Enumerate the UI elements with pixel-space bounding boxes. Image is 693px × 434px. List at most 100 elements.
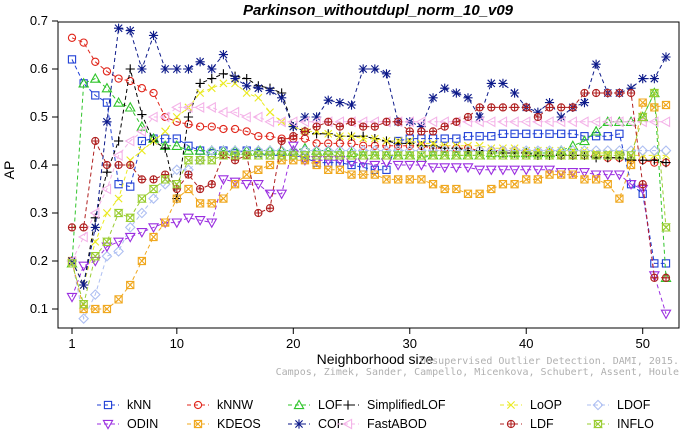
data-point (404, 151, 415, 160)
data-point (112, 149, 123, 161)
data-point (79, 38, 88, 47)
data-point (194, 216, 206, 226)
data-point (452, 184, 461, 194)
data-point (67, 33, 77, 42)
data-point (113, 208, 124, 218)
data-point (171, 140, 183, 150)
data-point (312, 122, 321, 131)
data-point (300, 151, 310, 160)
data-point (567, 140, 579, 150)
data-point (137, 256, 147, 266)
data-point (427, 116, 438, 128)
data-point (342, 418, 353, 430)
data-point (486, 151, 497, 160)
data-point (91, 304, 100, 314)
data-point (90, 222, 100, 232)
data-point (637, 112, 648, 122)
data-point (230, 151, 240, 160)
data-point (347, 132, 356, 141)
data-point (440, 184, 449, 194)
data-point (252, 180, 264, 190)
data-point (289, 132, 298, 141)
data-point (451, 151, 462, 160)
data-point (160, 175, 171, 184)
data-point (293, 399, 305, 410)
data-point (101, 82, 113, 93)
data-point (591, 151, 602, 160)
data-point (159, 111, 170, 123)
data-point (555, 116, 566, 128)
data-point (242, 89, 251, 97)
data-point (207, 64, 217, 74)
data-point (661, 158, 671, 168)
series-line (71, 68, 667, 287)
data-point (439, 151, 450, 160)
data-point (218, 69, 229, 79)
data-point (275, 116, 286, 128)
data-point (498, 129, 508, 138)
data-point (182, 144, 195, 155)
data-point (102, 98, 112, 107)
data-point (578, 116, 589, 128)
data-point (195, 156, 206, 165)
data-point (543, 116, 554, 128)
data-point (545, 170, 554, 179)
data-point (194, 101, 205, 113)
data-point (451, 88, 461, 98)
data-point (557, 129, 566, 138)
data-point (124, 222, 136, 233)
legend-item-simplifiedlof: SimplifiedLOF (337, 398, 446, 412)
data-point (648, 145, 660, 156)
data-point (195, 78, 205, 88)
data-point (287, 116, 298, 128)
data-point (603, 88, 612, 98)
data-point (462, 163, 474, 174)
legend-label: LDF (530, 417, 554, 431)
data-point (229, 106, 240, 118)
data-point (219, 124, 228, 134)
data-point (114, 295, 123, 304)
data-point (498, 78, 508, 88)
legend-label: kNNW (217, 398, 253, 412)
data-point (79, 280, 89, 290)
data-point (136, 207, 148, 219)
data-point (195, 57, 205, 67)
data-point (580, 132, 589, 141)
data-point (184, 141, 193, 150)
x-axis-label: Neighborhood size (317, 351, 434, 367)
data-point (637, 145, 649, 156)
data-point (91, 136, 100, 146)
data-point (463, 132, 473, 141)
data-point (78, 261, 90, 272)
data-point (335, 122, 345, 131)
data-point (288, 151, 299, 160)
data-point (579, 151, 590, 160)
data-point (487, 132, 496, 141)
data-point (101, 242, 113, 253)
data-point (510, 129, 519, 138)
data-point (207, 180, 216, 189)
data-point (193, 419, 203, 429)
series-line (71, 82, 666, 287)
data-point (509, 88, 520, 98)
data-point (195, 199, 205, 208)
legend-label: LoOP (530, 398, 562, 412)
data-point (557, 103, 566, 112)
data-point (592, 399, 604, 411)
data-point (311, 112, 322, 122)
data-point (184, 120, 193, 129)
data-point (626, 88, 636, 98)
data-point (415, 160, 427, 171)
data-point (626, 83, 636, 93)
data-point (369, 160, 381, 171)
data-point (509, 165, 521, 176)
data-point (522, 129, 531, 138)
data-point (206, 101, 216, 113)
chart-title: Parkinson_withoutdupl_norm_10_v09 (243, 2, 514, 19)
data-point (625, 116, 636, 128)
data-point (126, 280, 135, 290)
data-point (230, 124, 240, 134)
data-point (288, 122, 298, 132)
data-point (580, 88, 589, 98)
data-point (89, 72, 101, 83)
